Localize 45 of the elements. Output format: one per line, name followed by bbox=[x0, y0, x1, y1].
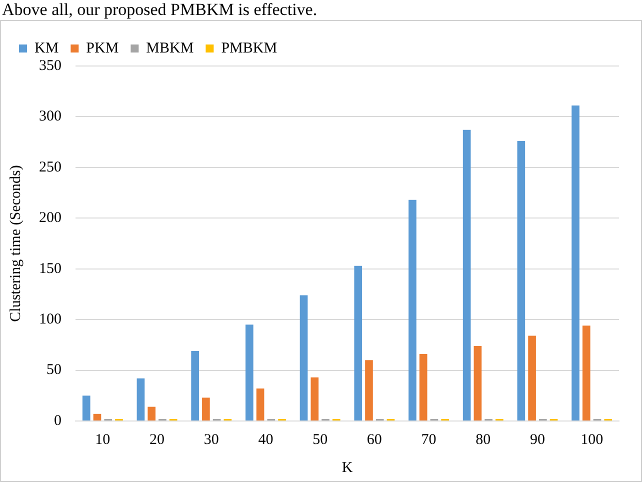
bar bbox=[408, 200, 416, 420]
bar bbox=[582, 326, 590, 420]
bar bbox=[93, 414, 102, 420]
bar bbox=[365, 360, 373, 420]
bar bbox=[474, 346, 482, 420]
x-tick-label: 70 bbox=[421, 432, 436, 448]
bar bbox=[528, 336, 536, 420]
bar bbox=[310, 377, 319, 420]
bar bbox=[148, 406, 156, 420]
y-tick-label: 300 bbox=[39, 108, 62, 125]
bar bbox=[246, 324, 254, 420]
bar bbox=[256, 388, 264, 420]
y-tick-label: 150 bbox=[39, 260, 62, 277]
legend-label: PMBKM bbox=[221, 40, 278, 56]
bar bbox=[82, 396, 90, 420]
bar bbox=[202, 398, 210, 420]
x-tick-label: 50 bbox=[312, 432, 328, 448]
bar bbox=[191, 351, 199, 420]
y-axis-title: Clustering time (Seconds) bbox=[8, 165, 24, 322]
y-tick-label: 250 bbox=[39, 159, 62, 176]
y-tick-label: 0 bbox=[54, 412, 62, 429]
x-tick-label: 100 bbox=[580, 432, 604, 448]
bar bbox=[419, 354, 428, 420]
legend-label: KM bbox=[34, 40, 59, 56]
x-tick-label: 30 bbox=[204, 432, 219, 448]
bar bbox=[462, 130, 471, 420]
x-tick-label: 10 bbox=[95, 432, 110, 448]
legend-label: PKM bbox=[86, 40, 119, 56]
text: Above all, our proposed PMBKM is effective. bbox=[1, 0, 318, 20]
x-axis-title: K bbox=[342, 460, 353, 476]
bar bbox=[300, 295, 308, 420]
x-tick-label: 90 bbox=[530, 432, 545, 448]
y-tick-label: 50 bbox=[46, 362, 62, 378]
bar bbox=[354, 266, 362, 420]
y-tick-label: 350 bbox=[39, 58, 62, 74]
bar bbox=[572, 106, 580, 420]
y-tick-label: 200 bbox=[39, 210, 62, 226]
y-tick-label: 100 bbox=[39, 312, 62, 328]
x-tick-label: 80 bbox=[476, 432, 491, 448]
bar bbox=[517, 141, 526, 420]
legend-label: MBKM bbox=[146, 40, 194, 56]
x-tick-label: 20 bbox=[150, 432, 165, 448]
x-tick-label: 60 bbox=[366, 432, 382, 448]
bar bbox=[136, 378, 145, 420]
x-tick-label: 40 bbox=[258, 432, 274, 448]
